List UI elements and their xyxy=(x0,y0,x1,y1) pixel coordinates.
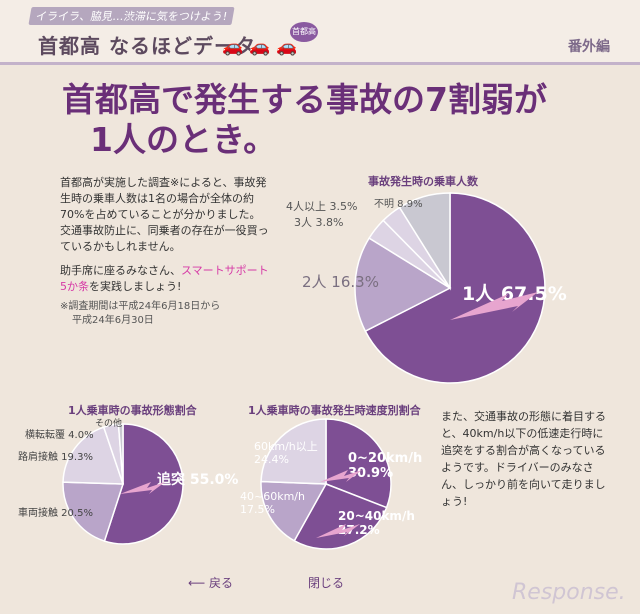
slice-label-line: 17.5% xyxy=(240,503,275,516)
slice-label: 1人 67.5% xyxy=(462,283,567,305)
slice-label: 車両接触 20.5% xyxy=(18,506,93,519)
pie-slice xyxy=(62,481,125,543)
slice-label: 20~40km/h 27.2% xyxy=(338,509,415,537)
slice-label-line: 40~60km/h xyxy=(240,490,305,503)
response-logo: Response. xyxy=(512,580,626,605)
intro-p2-before: 助手席に座るみなさん、 xyxy=(60,264,181,277)
pie-slice xyxy=(117,423,124,485)
chart-accident-type: 追突 55.0% 車両接触 20.5% 路肩接触 19.3% 横転転覆 4.0%その他 xyxy=(18,417,238,545)
back-button[interactable]: ⟵ 戻る xyxy=(188,574,233,591)
chart-3-title: 1人乗車時の事故発生時速度別割合 xyxy=(248,404,421,417)
slice-label-line: 20~40km/h xyxy=(338,509,415,523)
chart-speed: 0~20km/h 30.9% 20~40km/h 27.2% 40~60km/h 17.5… xyxy=(240,418,422,550)
pie-slice xyxy=(354,237,452,333)
slice-label: その他 xyxy=(95,417,122,429)
slice-label-line: 27.2% xyxy=(338,523,380,537)
pie-slice xyxy=(364,192,546,384)
intro-text: 首都高が実施した調査※によると、事故発生時の乗車人数は1名の場合が全体の約70%… xyxy=(60,175,270,303)
pointer-arrow xyxy=(120,482,165,494)
survey-note: ※調査期間は平成24年6月18日から 平成24年6月30日 xyxy=(60,300,270,328)
series-title: 首都高 なるほどデータ xyxy=(38,34,256,58)
slice-label: 3人 3.8% xyxy=(294,216,343,229)
survey-note-line-2: 平成24年6月30日 xyxy=(72,315,154,326)
slice-label: 2人 16.3% xyxy=(302,273,379,291)
headline-line-2: 1人のとき。 xyxy=(90,120,277,159)
chart-passengers: 1人 67.5% 2人 16.3% 3人 3.8% 4人以上 3.5% 不明 8.9% xyxy=(286,192,567,384)
pointer-arrow xyxy=(316,524,360,538)
header: イライラ、脇見…渋滞に気をつけよう! 首都高 なるほどデータ 🚗 🚗 🚗 首都高… xyxy=(0,0,640,65)
survey-note-line-1: ※調査期間は平成24年6月18日から xyxy=(60,301,221,312)
shutoko-badge: 首都高 xyxy=(290,22,318,42)
close-button[interactable]: 閉じる xyxy=(308,576,345,590)
slice-label: 追突 55.0% xyxy=(157,471,238,488)
slice-label: 不明 8.9% xyxy=(374,198,423,210)
smart-support-link[interactable]: スマートサポート5か条 xyxy=(60,264,269,293)
headline-line-1: 首都高で発生する事故の7割弱が xyxy=(62,80,547,119)
slice-label-line: 24.4% xyxy=(254,453,289,466)
slice-label-line: 60km/h以上 xyxy=(254,440,318,453)
slice-label: 横転転覆 4.0% xyxy=(25,428,94,441)
car-icon: 🚗 xyxy=(249,37,271,57)
slice-label-line: 0~20km/h xyxy=(348,451,422,466)
slice-label: 0~20km/h 30.9% xyxy=(348,451,422,481)
headline: 首都高で発生する事故の7割弱が 1人のとき。 xyxy=(62,80,547,160)
slice-label-line: 30.9% xyxy=(348,466,393,481)
intro-paragraph-1: 首都高が実施した調査※によると、事故発生時の乗車人数は1名の場合が全体の約70%… xyxy=(60,176,269,253)
pointer-arrow xyxy=(320,470,362,482)
chart-2-title: 1人乗車時の事故形態割合 xyxy=(68,404,197,417)
section-label: 番外編 xyxy=(568,39,610,55)
slice-label: 60km/h以上 24.4% xyxy=(254,440,318,466)
chart-1-title: 事故発生時の乗車人数 xyxy=(368,175,478,188)
right-text: また、交通事故の形態に着目すると、40km/h以下の低速走行時に追突をする割合が… xyxy=(441,410,606,508)
tagline: イライラ、脇見…渋滞に気をつけよう! xyxy=(28,7,235,25)
pie-slice xyxy=(103,423,184,545)
car-icon: 🚗 xyxy=(222,37,244,57)
slice-label: 路肩接触 19.3% xyxy=(18,450,93,463)
slice-label: 40~60km/h 17.5% xyxy=(240,490,305,516)
intro-p2-after: を実践しましょう! xyxy=(89,280,182,293)
slice-label: 4人以上 3.5% xyxy=(286,200,357,213)
pie-slice xyxy=(325,418,392,509)
intro-paragraph-2: 助手席に座るみなさん、スマートサポート5か条を実践しましょう! xyxy=(60,263,270,295)
pointer-arrow xyxy=(450,292,538,320)
back-label: 戻る xyxy=(209,576,234,590)
pie-slice xyxy=(260,480,328,542)
pie-slice xyxy=(260,418,327,485)
arrow-left-icon: ⟵ xyxy=(188,576,210,590)
pie-slice xyxy=(398,192,451,291)
car-icon: 🚗 xyxy=(276,37,298,57)
